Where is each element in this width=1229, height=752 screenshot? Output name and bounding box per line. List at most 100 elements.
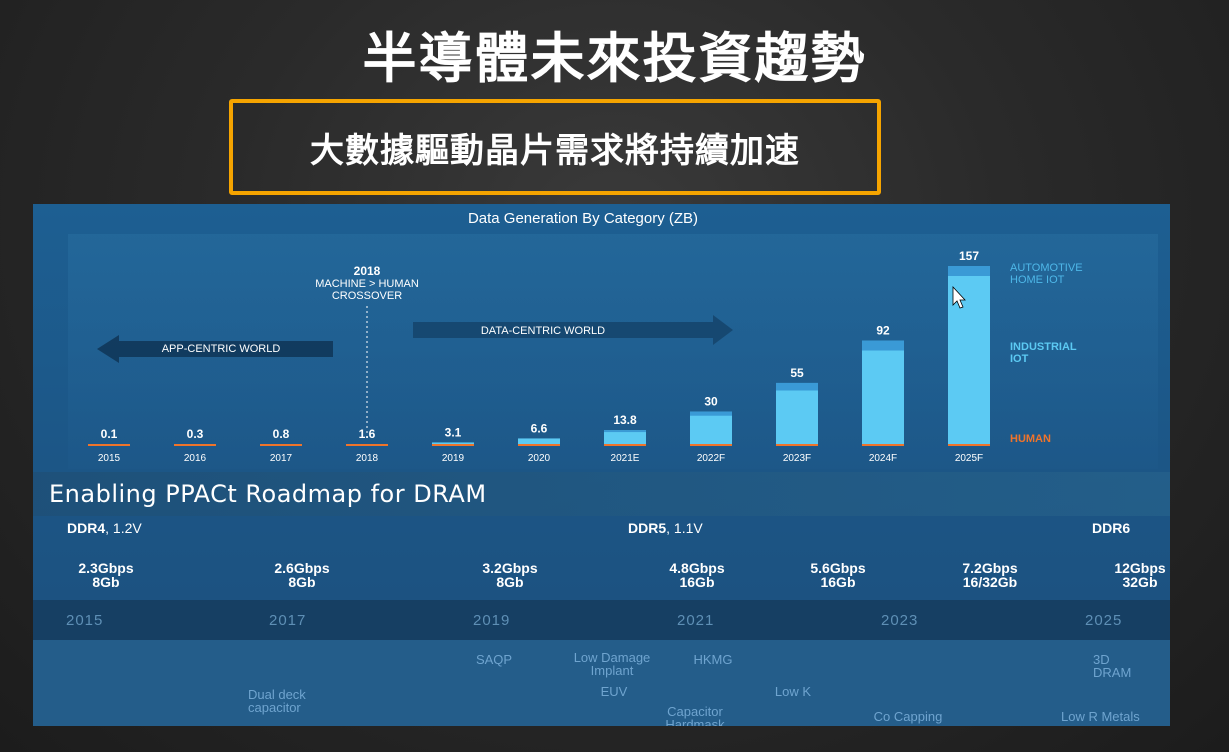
tech-dual-deck: Dual deck capacitor — [248, 688, 358, 714]
bar-value-label: 13.8 — [613, 413, 637, 427]
ddr4-label: DDR4, 1.2V — [67, 520, 142, 536]
bar-value-label: 0.3 — [187, 427, 204, 441]
ddr5-voltage: , 1.1V — [666, 520, 703, 536]
x-tick-label: 2023F — [783, 453, 811, 464]
tech-line1: EUV — [600, 684, 628, 699]
crossover-line2: CROSSOVER — [332, 290, 402, 302]
spec-speed: 12Gbps — [1114, 560, 1166, 576]
spec-2021: 4.8Gbps 16Gb — [642, 561, 752, 589]
x-tick-label: 2015 — [98, 453, 121, 464]
bar-value-label: 0.1 — [101, 427, 118, 441]
roadmap-year: 2017 — [269, 612, 307, 629]
slide-title: 半導體未來投資趨勢 — [362, 27, 867, 90]
tech-saqp: SAQP — [459, 653, 529, 666]
x-tick-label: 2021E — [611, 453, 640, 464]
spec-speed: 4.8Gbps — [669, 560, 725, 576]
spec-2022: 5.6Gbps 16Gb — [783, 561, 893, 589]
tech-line1: Low R Metals — [1061, 709, 1140, 724]
spec-2019: 3.2Gbps 8Gb — [455, 561, 565, 589]
spec-density: 16Gb — [679, 574, 715, 590]
tech-co-capping: Co Capping — [853, 710, 963, 723]
bar-segment-human — [260, 444, 302, 446]
bar-value-label: 0.8 — [273, 427, 290, 441]
tech-low-damage: Low Damage Implant — [553, 651, 671, 677]
spec-2017: 2.6Gbps 8Gb — [247, 561, 357, 589]
tech-euv: EUV — [579, 685, 649, 698]
roadmap-tech-area — [33, 640, 1170, 726]
tech-line2: Hardmask — [665, 717, 725, 726]
app-centric-label: APP-CENTRIC WORLD — [162, 343, 281, 355]
tech-line1: Co Capping — [873, 709, 943, 724]
spec-density: 8Gb — [92, 574, 120, 590]
ddr6-label: DDR6 — [1092, 520, 1130, 536]
mouse-cursor-icon — [952, 285, 966, 309]
roadmap-year: 2019 — [473, 612, 511, 629]
legend-industrial-line2: IOT — [1010, 353, 1029, 365]
crossover-year: 2018 — [354, 264, 381, 278]
bar-labels-group: 0.1 0.3 0.8 1.6 3.1 6.6 13.8 30 55 92 157 — [101, 249, 980, 441]
tech-line2: Implant — [590, 663, 634, 678]
tech-line1: Dual deck — [248, 687, 306, 702]
roadmap-year: 2023 — [881, 612, 919, 629]
bar-segment-human — [432, 444, 474, 446]
spec-2015: 2.3Gbps 8Gb — [51, 561, 161, 589]
x-tick-label: 2022F — [697, 453, 725, 464]
x-tick-labels: 2015 2016 2017 2018 2019 2020 2021E 2022F 2023F 2… — [98, 453, 983, 464]
spec-speed: 7.2Gbps — [962, 560, 1018, 576]
bar-2020 — [518, 438, 560, 446]
bar-segment-automotive — [948, 266, 990, 276]
tech-capacitor-hardmask: Capacitor Hardmask — [633, 705, 757, 726]
bar-segment-human — [862, 444, 904, 446]
bar-segment-human — [690, 444, 732, 446]
ddr5-name: DDR5 — [628, 520, 667, 536]
spec-speed: 2.3Gbps — [78, 560, 134, 576]
bar-segment-automotive — [776, 382, 818, 391]
bar-value-label: 157 — [959, 249, 979, 263]
tech-line1: SAQP — [475, 652, 513, 667]
app-centric-arrow — [97, 335, 333, 363]
bar-value-label: 92 — [876, 324, 890, 338]
data-centric-label: DATA-CENTRIC WORLD — [481, 325, 605, 337]
tech-line1: Capacitor — [667, 704, 723, 719]
chart-title: Data Generation By Category (ZB) — [468, 210, 698, 227]
roadmap-year: 2021 — [677, 612, 715, 629]
spec-2025: 12Gbps 32Gb — [1085, 561, 1170, 589]
tech-line1: Low Damage — [573, 650, 651, 665]
spec-speed: 3.2Gbps — [482, 560, 538, 576]
spec-speed: 5.6Gbps — [810, 560, 866, 576]
ddr4-voltage: , 1.2V — [105, 520, 142, 536]
subtitle-text: 大數據驅動晶片需求將持續加速 — [310, 130, 800, 171]
bar-segment-automotive — [604, 430, 646, 433]
spec-density: 16/32Gb — [962, 574, 1018, 590]
tech-line2: DRAM — [1093, 665, 1132, 680]
x-tick-label: 2018 — [356, 453, 379, 464]
tech-line1: HKMG — [693, 652, 733, 667]
data-generation-chart: Data Generation By Category (ZB) 2018 MA… — [88, 210, 1083, 464]
bar-segment-human — [174, 444, 216, 446]
spec-density: 8Gb — [496, 574, 524, 590]
bar-segment-human — [346, 444, 388, 446]
roadmap-title-band — [33, 472, 1170, 516]
x-tick-label: 2025F — [955, 453, 983, 464]
x-tick-label: 2016 — [184, 453, 207, 464]
ddr6-name: DDR6 — [1092, 520, 1131, 536]
tech-low-k: Low K — [758, 685, 828, 698]
bar-value-label: 30 — [704, 395, 718, 409]
tech-hkmg: HKMG — [678, 653, 748, 666]
roadmap-year: 2015 — [66, 612, 104, 629]
crossover-line1: MACHINE > HUMAN — [315, 278, 419, 290]
bar-2024F — [862, 340, 904, 446]
tech-line2: capacitor — [248, 700, 301, 715]
bar-2023F — [776, 382, 818, 446]
bar-value-label: 3.1 — [445, 425, 462, 439]
spec-density: 32Gb — [1122, 574, 1158, 590]
slide-image: Data Generation By Category (ZB) 2018 MA… — [33, 204, 1170, 726]
bar-segment-human — [604, 444, 646, 446]
bar-segment-automotive — [862, 340, 904, 351]
data-centric-arrow — [413, 315, 733, 345]
x-tick-label: 2020 — [528, 453, 551, 464]
legend-automotive-line1: AUTOMOTIVE — [1010, 262, 1083, 274]
tech-line1: 3D — [1093, 652, 1110, 667]
ddr5-label: DDR5, 1.1V — [628, 520, 703, 536]
spec-2024: 7.2Gbps 16/32Gb — [935, 561, 1045, 589]
